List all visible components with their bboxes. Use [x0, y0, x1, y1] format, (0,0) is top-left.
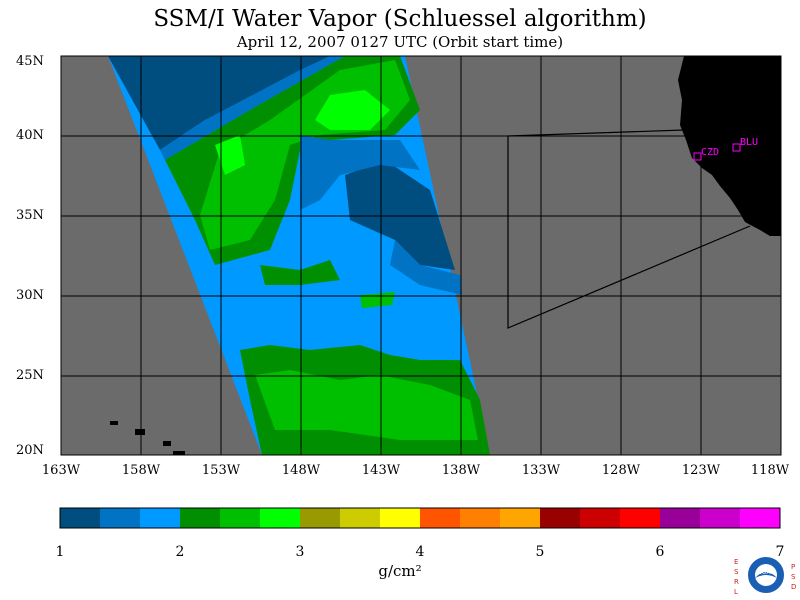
- lon-label-133w: 133W: [521, 463, 561, 478]
- station-marker-czd: [693, 152, 702, 161]
- colorbar-segment: [180, 508, 221, 528]
- lon-label-158w: 158W: [121, 463, 161, 478]
- swath-mid-top: [160, 56, 345, 160]
- colorbar-segment: [60, 508, 101, 528]
- colorbar-segment: [460, 508, 501, 528]
- chart-subtitle: April 12, 2007 0127 UTC (Orbit start tim…: [236, 33, 564, 51]
- island: [110, 421, 118, 425]
- lat-label-40n: 40N: [16, 128, 44, 143]
- colorbar-segment: [700, 508, 741, 528]
- colorbar-tick-5: 5: [535, 544, 545, 560]
- colorbar-segment: [580, 508, 621, 528]
- noaa-logo-bird: [755, 572, 777, 578]
- map-frame: [60, 55, 782, 456]
- colorbar-segment: [660, 508, 701, 528]
- colorbar: [60, 508, 781, 528]
- swath-mid-east2: [390, 240, 462, 295]
- swath-green-light-south: [255, 370, 478, 440]
- station-label-blu: BLU: [740, 137, 759, 148]
- land-north-america: [678, 56, 781, 236]
- colorbar-segment: [140, 508, 181, 528]
- colorbar-tick-6: 6: [655, 544, 665, 560]
- station-marker-blu: [732, 143, 741, 152]
- colorbar-segment: [740, 508, 781, 528]
- logo-center-text: NOAA: [757, 569, 775, 576]
- lat-label-30n: 30N: [16, 288, 44, 303]
- colorbar-segment: [380, 508, 421, 528]
- colorbar-units: g/cm²: [378, 562, 422, 580]
- lon-label-148w: 148W: [281, 463, 321, 478]
- colorbar-tick-3: 3: [295, 544, 305, 560]
- lon-label-128w: 128W: [601, 463, 641, 478]
- island: [163, 441, 171, 446]
- lon-label-118w: 118W: [750, 463, 790, 478]
- colorbar-segment: [100, 508, 141, 528]
- colorbar-segment: [620, 508, 661, 528]
- lon-label-153w: 153W: [201, 463, 241, 478]
- station-label-czd: CZD: [701, 147, 720, 158]
- swath-green-patch: [260, 260, 340, 285]
- colorbar-tick-4: 4: [415, 544, 425, 560]
- chart-title: SSM/I Water Vapor (Schluessel algorithm): [153, 6, 647, 32]
- lat-label-25n: 25N: [16, 368, 44, 383]
- map-grid: [61, 56, 781, 455]
- colorbar-segment: [300, 508, 341, 528]
- colorbar-tick-1: 1: [55, 544, 65, 560]
- logo-right-text: PSD: [791, 563, 797, 591]
- colorbar-segment: [260, 508, 301, 528]
- lon-label-123w: 123W: [681, 463, 721, 478]
- region-boundary-top: [507, 129, 685, 137]
- colorbar-segment: [500, 508, 541, 528]
- colorbar-tick-7: 7: [775, 544, 785, 560]
- island: [135, 429, 145, 435]
- swath-mid-east: [300, 135, 420, 210]
- colorbar-tick-2: 2: [175, 544, 185, 560]
- colorbar-frame: [59, 507, 781, 529]
- colorbar-segment: [220, 508, 261, 528]
- colorbar-segment: [340, 508, 381, 528]
- lon-label-163w: 163W: [41, 463, 81, 478]
- lat-label-35n: 35N: [16, 208, 44, 223]
- lon-label-143w: 143W: [361, 463, 401, 478]
- swath-bright-north: [315, 90, 390, 130]
- swath-bright-west: [215, 135, 245, 175]
- swath-dark-east: [345, 160, 455, 270]
- lat-label-45n: 45N: [16, 54, 44, 69]
- colorbar-segment: [420, 508, 461, 528]
- region-boundary: [507, 136, 751, 329]
- island: [173, 451, 185, 455]
- logo-left-text: ESRL: [734, 558, 739, 596]
- colorbar-segment: [540, 508, 581, 528]
- lat-label-20n: 20N: [16, 443, 44, 458]
- lon-label-138w: 138W: [441, 463, 481, 478]
